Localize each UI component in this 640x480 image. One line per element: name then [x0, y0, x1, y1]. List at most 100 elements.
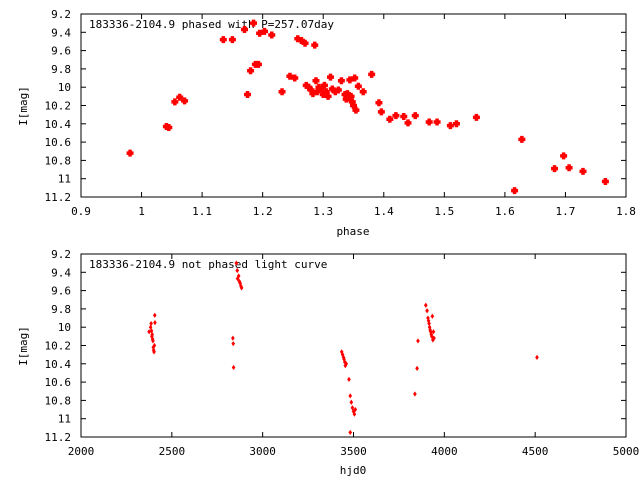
phased-data-points	[126, 19, 609, 195]
unphased-y-tick-label: 9.2	[51, 248, 71, 261]
phased-x-tick-label: 1.3	[313, 205, 333, 218]
phased-x-tick-label: 1.5	[434, 205, 454, 218]
unphased-data-points	[147, 260, 539, 436]
phased-data-point	[126, 149, 134, 157]
unphased-data-point	[235, 267, 240, 274]
phased-ticks: 0.9 1 1.1 1.2 1.3 1.4 1.5 1.6 1.7 1.8 9.2 9.4 9.6 9.8…	[45, 8, 636, 218]
phased-x-tick-label: 1.7	[556, 205, 576, 218]
unphased-data-point	[153, 320, 157, 326]
unphased-data-point	[429, 333, 434, 339]
phased-data-point	[311, 41, 319, 49]
phased-data-point	[171, 98, 179, 106]
unphased-chart-title: 183336-2104.9 not phased light curve	[89, 258, 327, 271]
unphased-y-tick-label: 10	[58, 321, 71, 334]
phased-data-point	[260, 27, 268, 35]
unphased-x-tick-label: 4500	[522, 445, 549, 458]
phased-data-point	[377, 108, 385, 116]
phased-data-point	[551, 165, 559, 173]
phased-data-point	[176, 93, 184, 101]
phased-data-point	[254, 60, 262, 68]
phased-data-point	[368, 70, 376, 78]
phased-data-point	[312, 77, 320, 85]
phased-x-tick-label: 1.2	[253, 205, 273, 218]
unphased-y-axis-label: I[mag]	[17, 326, 30, 366]
unphased-x-axis-label: hjd0	[340, 464, 367, 477]
unphased-data-point	[234, 260, 239, 266]
phased-data-point	[601, 177, 609, 185]
phased-y-tick-label: 9.8	[51, 63, 71, 76]
unphased-data-point	[236, 273, 241, 279]
phased-data-point	[337, 77, 345, 85]
unphased-data-point	[152, 342, 157, 349]
phased-chart-title: 183336-2104.9 phased with P=257.07day	[89, 18, 334, 31]
phased-x-tick-label: 0.9	[71, 205, 91, 218]
phased-y-tick-label: 9.6	[51, 45, 71, 58]
unphased-data-point	[347, 376, 351, 382]
unphased-data-point	[149, 320, 153, 327]
phased-data-point	[446, 122, 454, 130]
unphased-y-tick-label: 9.4	[51, 266, 71, 279]
unphased-data-point	[238, 280, 242, 286]
phased-data-point	[241, 26, 248, 34]
unphased-data-point	[349, 399, 354, 405]
unphased-data-point	[344, 361, 349, 367]
phased-data-point	[317, 85, 325, 93]
unphased-data-point	[152, 349, 156, 355]
unphased-light-curve-panel: 183336-2104.9 not phased light curve hjd…	[17, 248, 639, 477]
unphased-data-point	[431, 329, 436, 335]
phased-data-point	[347, 92, 355, 100]
phased-data-point	[352, 106, 360, 114]
phased-data-point	[219, 36, 227, 44]
phased-data-point	[326, 73, 334, 81]
unphased-data-point	[353, 406, 358, 413]
unphased-data-point	[231, 341, 236, 347]
unphased-data-point	[340, 352, 345, 358]
phased-data-point	[228, 36, 236, 44]
unphased-x-tick-label: 4000	[431, 445, 458, 458]
phased-y-tick-label: 11.2	[45, 191, 72, 204]
unphased-data-point	[348, 393, 353, 399]
unphased-data-point	[348, 429, 353, 436]
phased-data-point	[278, 88, 286, 96]
unphased-data-point	[151, 338, 155, 344]
phased-data-point	[518, 135, 526, 143]
unphased-data-point	[231, 335, 235, 341]
unphased-data-point	[352, 411, 357, 417]
phased-y-tick-label: 10.6	[45, 136, 72, 149]
unphased-data-point	[416, 338, 420, 344]
unphased-x-tick-label: 2500	[159, 445, 186, 458]
unphased-x-tick-label: 2000	[68, 445, 95, 458]
unphased-data-point	[150, 331, 155, 338]
phased-data-point	[351, 74, 359, 82]
phased-data-point	[452, 120, 460, 128]
phased-data-point	[425, 118, 433, 126]
phased-y-tick-label: 11	[58, 173, 71, 186]
phased-data-point	[433, 118, 441, 126]
unphased-data-point	[342, 359, 347, 365]
unphased-data-point	[231, 364, 236, 371]
phased-data-point	[579, 167, 587, 175]
unphased-data-point	[426, 315, 430, 321]
phased-y-tick-label: 10.8	[45, 154, 72, 167]
phased-data-point	[400, 112, 408, 120]
phased-data-point	[560, 152, 568, 160]
unphased-y-tick-label: 10.6	[45, 376, 72, 389]
phased-data-point	[359, 88, 367, 96]
unphased-x-tick-label: 3500	[340, 445, 367, 458]
phased-data-point	[472, 113, 480, 121]
unphased-y-tick-label: 10.2	[45, 340, 72, 353]
phased-y-tick-label: 10.2	[45, 100, 72, 113]
phased-data-point	[404, 119, 412, 127]
phased-y-tick-label: 9.2	[51, 8, 71, 21]
phased-y-tick-label: 10.4	[45, 118, 72, 131]
unphased-data-point	[149, 328, 154, 334]
unphased-y-tick-label: 11.2	[45, 431, 72, 444]
phased-data-point	[324, 92, 332, 100]
unphased-data-point	[341, 354, 346, 360]
unphased-y-tick-label: 11	[58, 413, 71, 426]
unphased-ticks: 2000 2500 3000 3500 4000 4500 5000 9.2 9.4 9.6 9.8…	[45, 248, 640, 458]
unphased-data-point	[350, 405, 355, 411]
phased-data-point	[411, 112, 419, 120]
phased-x-tick-label: 1.6	[495, 205, 515, 218]
unphased-data-point	[413, 391, 417, 397]
